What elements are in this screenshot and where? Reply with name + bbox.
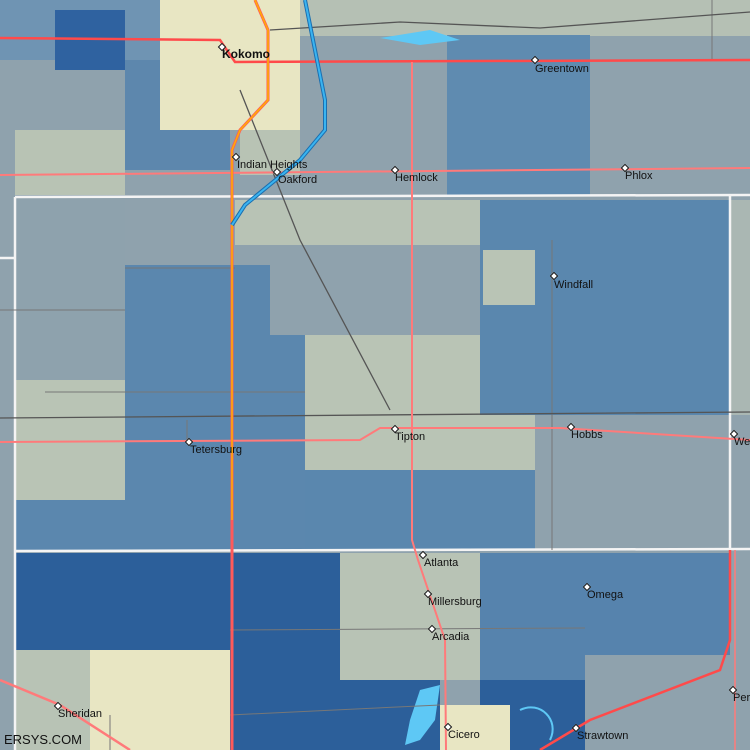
place-label-kokomo[interactable]: Kokomo (222, 47, 270, 61)
place-label-indian-heights[interactable]: Indian Heights (237, 159, 308, 171)
place-label-windfall[interactable]: Windfall (554, 279, 594, 291)
place-label-greentown[interactable]: Greentown (535, 63, 589, 75)
place-label-cicero[interactable]: Cicero (448, 729, 480, 741)
place-label-per[interactable]: Per (733, 692, 750, 704)
place-label-tetersburg[interactable]: Tetersburg (190, 444, 242, 456)
place-label-hobbs[interactable]: Hobbs (571, 429, 603, 441)
minor-roads (0, 0, 713, 750)
place-label-sheridan[interactable]: Sheridan (58, 708, 103, 720)
borders (0, 193, 750, 750)
place-label-hemlock[interactable]: Hemlock (395, 172, 438, 184)
place-label-omega[interactable]: Omega (587, 589, 624, 601)
place-label-phlox[interactable]: Phlox (625, 170, 653, 182)
place-label-oakford[interactable]: Oakford (278, 174, 318, 186)
place-label-arcadia[interactable]: Arcadia (432, 631, 470, 643)
water (380, 30, 554, 745)
place-label-tipton[interactable]: Tipton (395, 431, 426, 443)
place-label-strawtown[interactable]: Strawtown (577, 730, 629, 742)
place-label-atlanta[interactable]: Atlanta (424, 557, 459, 569)
place-label-millersburg[interactable]: Millersburg (428, 596, 482, 608)
watermark: ERSYS.COM (4, 732, 83, 747)
place-label-we[interactable]: We (734, 436, 750, 448)
railroads (0, 11, 750, 419)
